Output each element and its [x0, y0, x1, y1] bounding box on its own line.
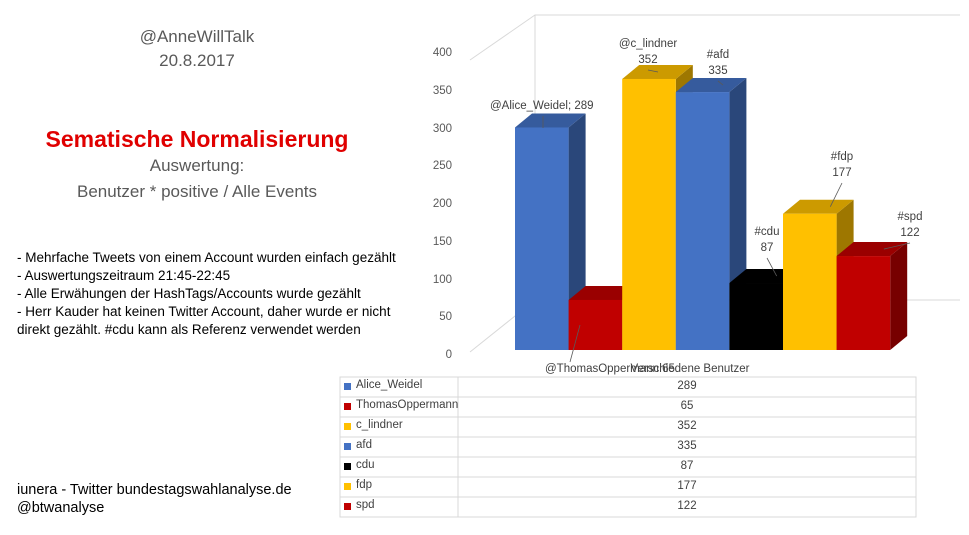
y-tick-label: 50 [439, 311, 452, 324]
legend-key [344, 403, 351, 410]
note: - Mehrfache Tweets von einem Account wur… [17, 250, 396, 265]
bar-top [836, 242, 908, 257]
table-value: 289 [677, 380, 697, 392]
bar [836, 256, 891, 350]
bar [515, 127, 569, 350]
note: - Auswertungszeitraum 21:45-22:45 [17, 268, 231, 283]
table-value: 352 [677, 420, 697, 432]
legend-key [344, 483, 351, 490]
bar-side [890, 242, 908, 350]
leader-line [829, 182, 843, 207]
leader-line [766, 257, 778, 277]
legend-entry: afd [356, 439, 372, 451]
subheading: Auswertung: [149, 156, 245, 175]
y-tick-label: 150 [432, 235, 452, 248]
bar [783, 213, 837, 350]
legend-entry: fdp [356, 479, 372, 491]
bar [622, 78, 676, 351]
bar [675, 92, 730, 351]
bar [568, 299, 623, 350]
y-tick-label: 400 [432, 47, 452, 59]
y-tick-label: 0 [445, 349, 452, 361]
leader-line [647, 69, 659, 73]
legend-entry: cdu [356, 459, 375, 471]
bar-top [515, 113, 586, 128]
category-label: Verschiedene Benutzer [630, 363, 750, 375]
data-label: #afd 335 [706, 49, 730, 77]
bar-top [568, 285, 640, 300]
table-border [339, 376, 917, 518]
footer: iunera - Twitter bundestagswahlanalyse.d… [17, 482, 292, 498]
data-label: #spd 122 [897, 211, 923, 239]
bar-top [783, 199, 854, 214]
y-tick-label: 250 [432, 160, 452, 173]
subheading: Benutzer * positive / Alle Events [76, 182, 318, 201]
legend-key [344, 463, 351, 470]
footer: @btwanalyse [17, 500, 105, 516]
date: 20.8.2017 [159, 51, 235, 70]
data-label: @Alice_Weidel; 289 [490, 100, 594, 112]
table-value: 122 [677, 500, 697, 512]
data-label: @c_lindner 352 [618, 38, 678, 66]
bar-top [675, 78, 747, 93]
legend-entry: spd [356, 499, 375, 511]
leader-line [569, 324, 581, 363]
legend-entry: ThomasOppermann [356, 399, 459, 411]
data-label: #fdp 177 [830, 151, 854, 179]
y-tick-label: 200 [432, 198, 452, 210]
leader-line [883, 242, 911, 250]
bar-top [729, 269, 800, 284]
account: @AnneWillTalk [139, 27, 255, 46]
table-value: 65 [680, 400, 694, 412]
y-tick-label: 100 [432, 273, 452, 286]
table-value: 335 [677, 440, 697, 452]
data-label: #cdu 87 [754, 226, 780, 254]
legend-entry: c_lindner [356, 419, 403, 431]
legend-key [344, 383, 351, 390]
legend-key [344, 443, 351, 450]
table-value: 87 [680, 460, 694, 472]
leader-line [717, 80, 724, 86]
data-label: @ThomasOppermann 65 [545, 363, 675, 375]
heading: Sematische Normalisierung [45, 126, 349, 152]
y-tick-label: 300 [432, 122, 452, 135]
bar [729, 283, 783, 350]
y-tick-label: 350 [432, 84, 452, 97]
table-value: 177 [677, 480, 697, 492]
legend-entry: Alice_Weidel [356, 379, 423, 391]
legend-key [344, 423, 351, 430]
legend-key [344, 503, 351, 510]
note: - Alle Erwähungen der HashTags/Accounts … [17, 286, 361, 301]
note: - Herr Kauder hat keinen Twitter Account… [17, 304, 391, 337]
